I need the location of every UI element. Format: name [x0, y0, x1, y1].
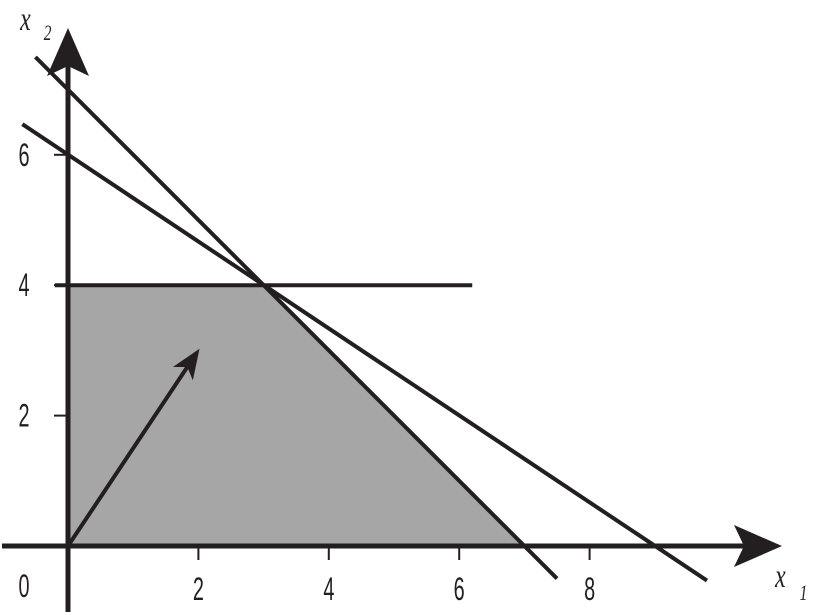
y-axis-label: x: [19, 1, 30, 38]
x-axis-label: x: [774, 558, 785, 595]
y-tick-label-4: 4: [19, 267, 30, 303]
tick-marks: [54, 153, 591, 560]
x-tick-label-6: 6: [454, 571, 465, 607]
x-axis-arrowhead: [734, 525, 782, 567]
constraint-line-2: [21, 122, 709, 583]
x-tick-label-2: 2: [193, 571, 204, 607]
constraint-line-1: [33, 55, 559, 581]
y-axis-arrowhead: [47, 28, 89, 76]
y-tick-label-6: 6: [18, 137, 29, 173]
y-tick-label-2: 2: [18, 398, 29, 434]
x-tick-label-4: 4: [323, 571, 334, 607]
objective-vector-arrowhead: [172, 348, 200, 381]
feasible-region: [68, 285, 525, 546]
constraint-lines: [21, 55, 709, 583]
objective-vector: [66, 365, 189, 548]
y-axis-label-subscript: 2: [44, 21, 52, 45]
x-axis-label-subscript: 1: [800, 581, 808, 605]
origin-label: 0: [18, 568, 29, 604]
x-tick-label-8: 8: [584, 571, 595, 607]
